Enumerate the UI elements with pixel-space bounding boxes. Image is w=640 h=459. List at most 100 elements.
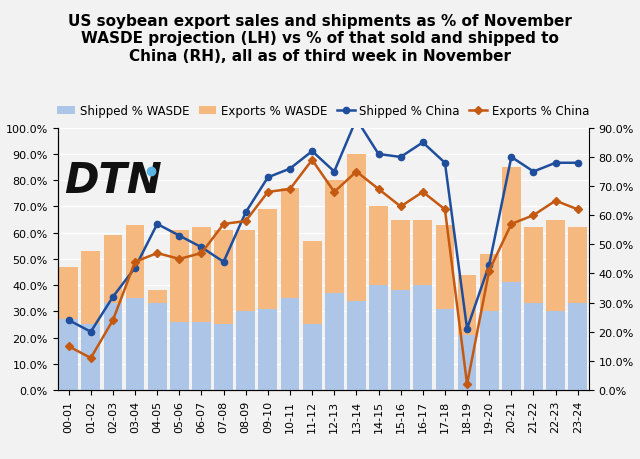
Exports % China <box>198 251 205 256</box>
Shipped % China <box>308 149 316 155</box>
Exports % China <box>441 207 449 213</box>
Bar <box>391 291 410 390</box>
Bar <box>546 312 565 390</box>
Bar <box>413 285 432 390</box>
Bar <box>125 225 145 390</box>
Exports % China <box>154 251 161 256</box>
Bar <box>104 236 122 390</box>
Shipped % China <box>109 294 116 300</box>
Shipped % China <box>530 169 538 175</box>
Bar <box>303 325 321 390</box>
Bar <box>214 230 233 390</box>
Exports % China <box>220 222 227 227</box>
Exports % China <box>330 190 338 195</box>
Exports % China <box>131 259 139 265</box>
Bar <box>60 319 78 390</box>
Bar <box>104 304 122 390</box>
Text: US soybean export sales and shipments as % of November
WASDE projection (LH) vs : US soybean export sales and shipments as… <box>68 14 572 63</box>
Bar <box>259 309 277 390</box>
Exports % China <box>175 257 183 262</box>
Bar <box>125 298 145 390</box>
Exports % China <box>264 190 272 195</box>
Exports % China <box>508 222 515 227</box>
Exports % China <box>353 169 360 175</box>
Bar <box>369 207 388 390</box>
Bar <box>192 322 211 390</box>
Bar <box>502 168 521 390</box>
Bar <box>148 304 166 390</box>
Bar <box>236 230 255 390</box>
Exports % China <box>463 381 471 387</box>
Bar <box>524 228 543 390</box>
Exports % China <box>552 198 559 204</box>
Bar <box>568 304 587 390</box>
Bar <box>214 325 233 390</box>
Bar <box>81 325 100 390</box>
Bar <box>369 285 388 390</box>
Shipped % China <box>374 152 382 157</box>
Exports % China <box>286 187 294 192</box>
Shipped % China <box>419 140 427 146</box>
Bar <box>236 312 255 390</box>
Bar <box>546 220 565 390</box>
Exports % China <box>242 219 250 224</box>
Bar <box>480 254 499 390</box>
Shipped % China <box>65 318 72 323</box>
Bar <box>391 220 410 390</box>
Bar <box>436 309 454 390</box>
Exports % China <box>530 213 538 218</box>
Shipped % China <box>508 155 515 160</box>
Bar <box>436 225 454 390</box>
Bar <box>81 252 100 390</box>
Shipped % China <box>175 233 183 239</box>
Bar <box>280 189 300 390</box>
Bar <box>568 228 587 390</box>
Bar <box>347 301 366 390</box>
Bar <box>170 230 189 390</box>
Shipped % China <box>330 169 338 175</box>
Bar <box>524 304 543 390</box>
Bar <box>192 228 211 390</box>
Line: Shipped % China: Shipped % China <box>65 117 581 335</box>
Shipped % China <box>463 326 471 332</box>
Bar <box>458 335 476 390</box>
Bar <box>413 220 432 390</box>
Shipped % China <box>397 155 404 160</box>
Shipped % China <box>353 117 360 123</box>
Exports % China <box>308 158 316 163</box>
Exports % China <box>65 344 72 349</box>
Exports % China <box>419 190 427 195</box>
Bar <box>280 298 300 390</box>
Exports % China <box>397 204 404 210</box>
Bar <box>458 275 476 390</box>
Shipped % China <box>220 259 227 265</box>
Shipped % China <box>264 175 272 181</box>
Exports % China <box>485 268 493 274</box>
Bar <box>502 283 521 390</box>
Bar <box>259 210 277 390</box>
Bar <box>347 155 366 390</box>
Exports % China <box>109 318 116 323</box>
Shipped % China <box>552 161 559 166</box>
Bar <box>325 293 344 390</box>
Exports % China <box>87 355 95 361</box>
Bar <box>170 322 189 390</box>
Exports % China <box>574 207 582 213</box>
Bar <box>303 241 321 390</box>
Shipped % China <box>242 210 250 216</box>
Bar <box>148 291 166 390</box>
Bar <box>480 312 499 390</box>
Shipped % China <box>485 263 493 268</box>
Shipped % China <box>574 161 582 166</box>
Bar <box>325 181 344 390</box>
Shipped % China <box>87 329 95 335</box>
Shipped % China <box>154 222 161 227</box>
Shipped % China <box>286 167 294 172</box>
Bar <box>60 267 78 390</box>
Line: Exports % China: Exports % China <box>65 157 581 387</box>
Shipped % China <box>198 245 205 251</box>
Shipped % China <box>131 265 139 271</box>
Legend: Shipped % WASDE, Exports % WASDE, Shipped % China, Exports % China: Shipped % WASDE, Exports % WASDE, Shippe… <box>52 101 594 123</box>
Shipped % China <box>441 161 449 166</box>
Text: DTN: DTN <box>65 160 163 202</box>
